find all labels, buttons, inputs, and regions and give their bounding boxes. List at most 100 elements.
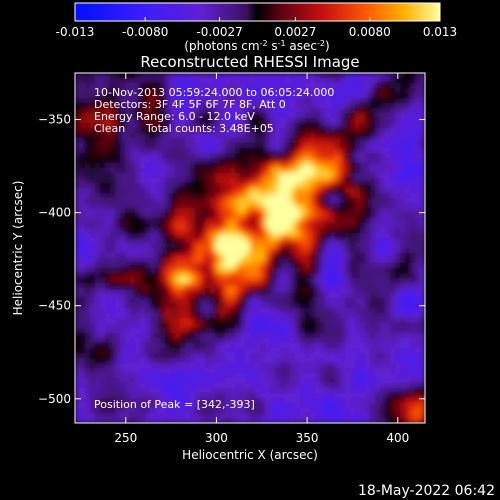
heatmap-cell	[180, 83, 186, 89]
heatmap-cell	[105, 118, 111, 124]
heatmap-cell	[410, 393, 416, 399]
heatmap-cell	[270, 88, 276, 94]
heatmap-cell	[220, 378, 226, 384]
heatmap-cell	[305, 163, 311, 169]
heatmap-cell	[420, 193, 425, 199]
heatmap-cell	[240, 283, 246, 289]
heatmap-cell	[235, 408, 241, 414]
heatmap-cell	[260, 338, 266, 344]
heatmap-cell	[280, 413, 286, 419]
heatmap-cell	[250, 348, 256, 354]
heatmap-cell	[220, 303, 226, 309]
heatmap-cell	[365, 368, 371, 374]
heatmap-cell	[300, 308, 306, 314]
heatmap-cell	[130, 78, 136, 84]
heatmap-cell	[125, 83, 131, 89]
heatmap-cell	[200, 323, 206, 329]
heatmap-cell	[275, 343, 281, 349]
heatmap-cell	[235, 353, 241, 359]
heatmap-cell	[240, 218, 246, 224]
heatmap-cell	[185, 78, 191, 84]
heatmap-cell	[100, 333, 106, 339]
heatmap-cell	[205, 288, 211, 294]
heatmap-cell	[115, 273, 121, 279]
heatmap-cell	[350, 318, 356, 324]
heatmap-cell	[235, 138, 241, 144]
heatmap-cell	[195, 163, 201, 169]
heatmap-cell	[210, 313, 216, 319]
heatmap-cell	[420, 283, 425, 289]
heatmap-cell	[205, 188, 211, 194]
heatmap-cell	[395, 358, 401, 364]
heatmap-cell	[125, 88, 131, 94]
heatmap-cell	[280, 238, 286, 244]
heatmap-cell	[135, 263, 141, 269]
heatmap-cell	[360, 263, 366, 269]
heatmap-cell	[100, 358, 106, 364]
heatmap-cell	[375, 213, 381, 219]
heatmap-cell	[135, 278, 141, 284]
heatmap-cell	[75, 293, 81, 299]
heatmap-cell	[225, 218, 231, 224]
heatmap-cell	[320, 158, 326, 164]
heatmap-cell	[415, 213, 421, 219]
heatmap-cell	[160, 78, 166, 84]
heatmap-cell	[415, 93, 421, 99]
heatmap-cell	[200, 313, 206, 319]
heatmap-cell	[280, 273, 286, 279]
heatmap-cell	[385, 308, 391, 314]
heatmap-cell	[270, 213, 276, 219]
heatmap-cell	[250, 223, 256, 229]
heatmap-cell	[395, 103, 401, 109]
heatmap-cell	[130, 163, 136, 169]
heatmap-cell	[175, 258, 181, 264]
heatmap-cell	[190, 253, 196, 259]
heatmap-cell	[225, 343, 231, 349]
heatmap-cell	[75, 318, 81, 324]
heatmap-cell	[85, 378, 91, 384]
heatmap-cell	[115, 353, 121, 359]
heatmap-cell	[90, 293, 96, 299]
heatmap-cell	[400, 303, 406, 309]
heatmap-cell	[145, 208, 151, 214]
heatmap-cell	[410, 118, 416, 124]
heatmap-cell	[105, 238, 111, 244]
heatmap-cell	[335, 403, 341, 409]
heatmap-cell	[155, 203, 161, 209]
heatmap-cell	[80, 293, 86, 299]
heatmap-cell	[270, 388, 276, 394]
heatmap-cell	[240, 78, 246, 84]
heatmap-cell	[395, 373, 401, 379]
heatmap-cell	[405, 413, 411, 419]
heatmap-cell	[370, 253, 376, 259]
heatmap-cell	[305, 403, 311, 409]
heatmap-cell	[265, 343, 271, 349]
heatmap-cell	[220, 238, 226, 244]
heatmap-cell	[205, 363, 211, 369]
heatmap-cell	[230, 318, 236, 324]
heatmap-cell	[415, 148, 421, 154]
heatmap-cell	[170, 148, 176, 154]
heatmap-cell	[340, 113, 346, 119]
heatmap-cell	[345, 153, 351, 159]
heatmap-cell	[270, 363, 276, 369]
heatmap-cell	[95, 343, 101, 349]
heatmap-cell	[265, 313, 271, 319]
heatmap-cell	[360, 158, 366, 164]
heatmap-cell	[160, 413, 166, 419]
heatmap-cell	[170, 278, 176, 284]
heatmap-cell	[120, 273, 126, 279]
heatmap-cell	[190, 203, 196, 209]
heatmap-cell	[265, 138, 271, 144]
heatmap-cell	[145, 128, 151, 134]
heatmap-cell	[390, 163, 396, 169]
heatmap-cell	[360, 258, 366, 264]
heatmap-cell	[265, 288, 271, 294]
heatmap-cell	[155, 263, 161, 269]
heatmap-cell	[280, 353, 286, 359]
heatmap-cell	[290, 318, 296, 324]
heatmap-cell	[290, 108, 296, 114]
heatmap-cell	[385, 218, 391, 224]
heatmap-cell	[95, 338, 101, 344]
heatmap-cell	[420, 163, 425, 169]
